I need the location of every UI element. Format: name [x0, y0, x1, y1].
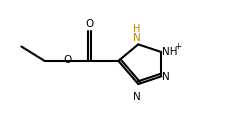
Text: O: O — [85, 19, 94, 29]
Text: N: N — [162, 72, 170, 82]
Text: N: N — [133, 33, 140, 43]
Text: NH: NH — [162, 47, 177, 57]
Text: N: N — [133, 92, 140, 102]
Text: H: H — [133, 24, 140, 34]
Text: +: + — [173, 42, 180, 51]
Text: O: O — [63, 55, 71, 65]
